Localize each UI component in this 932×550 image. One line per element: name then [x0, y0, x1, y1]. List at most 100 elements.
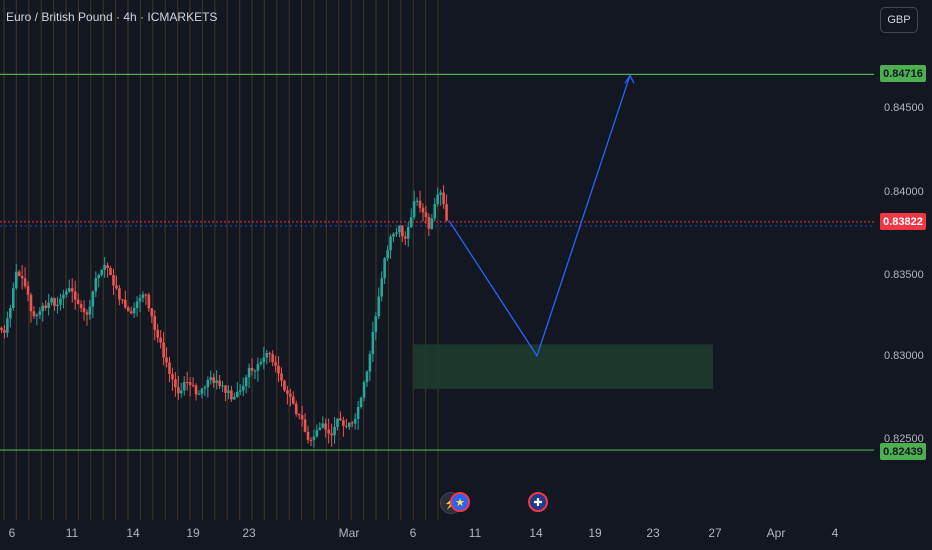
candle-body	[312, 436, 316, 440]
candle-body	[253, 370, 257, 372]
candle-body	[168, 362, 171, 374]
level-lines	[0, 73, 874, 451]
candle-body	[386, 250, 389, 259]
candle-body	[365, 371, 369, 383]
candle-body	[321, 423, 325, 428]
session-stripes	[3, 0, 439, 520]
candle-body	[159, 337, 162, 343]
candle-body	[359, 397, 363, 407]
candle-body	[100, 269, 104, 275]
candle-body	[112, 275, 115, 286]
candle-body	[115, 285, 118, 289]
candle-body	[82, 308, 86, 313]
candle-body	[412, 201, 416, 218]
candle-body	[259, 362, 263, 365]
candle-body	[392, 233, 395, 237]
candle-body	[9, 308, 12, 319]
candle-body	[324, 423, 328, 430]
candle-body	[436, 194, 440, 205]
x-tick-label: 23	[646, 526, 660, 540]
candle-body	[362, 382, 366, 398]
candle-body	[35, 314, 39, 317]
candle-body	[209, 377, 213, 380]
demand-zone-group	[414, 344, 713, 389]
candle-body	[206, 379, 210, 388]
candle-body	[44, 305, 48, 308]
candle-body	[430, 218, 434, 229]
candle-body	[271, 354, 274, 363]
candle-body	[129, 311, 133, 314]
x-tick-label: 11	[468, 526, 482, 540]
candle-body	[79, 304, 83, 308]
candle-body	[123, 299, 127, 308]
candle-body	[65, 291, 68, 295]
candle-body	[303, 419, 307, 432]
candle-body	[179, 390, 183, 394]
x-tick-label: 27	[708, 526, 722, 540]
candle-body	[380, 278, 384, 297]
candle-body	[424, 212, 428, 218]
current-price-label[interactable]: 0.83822	[880, 213, 926, 230]
candle-body	[215, 380, 218, 383]
demand-zone	[414, 344, 713, 389]
candle-body	[141, 294, 145, 299]
x-tick-label: 6	[409, 526, 417, 540]
x-tick-label: 11	[65, 526, 79, 540]
candle-body	[327, 429, 330, 434]
candle-body	[197, 393, 201, 395]
x-tick-label: 4	[831, 526, 839, 540]
y-tick-label: 0.82500	[884, 433, 924, 445]
candle-body	[342, 420, 345, 426]
candle-body	[418, 200, 422, 208]
uk-flag-event-icon[interactable]: ✚	[528, 492, 548, 512]
candle-body	[409, 217, 413, 228]
candle-body	[88, 306, 92, 315]
candle-body	[32, 311, 36, 317]
x-tick-label: 19	[588, 526, 602, 540]
candle-body	[427, 217, 431, 229]
candle-body	[14, 271, 18, 289]
candle-body	[297, 413, 301, 416]
eu-flag-event-icon[interactable]: ★	[450, 492, 470, 512]
candle-body	[247, 367, 251, 378]
candle-body	[318, 427, 322, 431]
candle-body	[126, 307, 130, 312]
candle-body	[177, 387, 180, 394]
currency-button[interactable]: GBP	[880, 7, 918, 33]
candle-body	[306, 431, 310, 440]
candle-body	[156, 329, 160, 338]
candle-body	[185, 381, 189, 383]
candle-body	[3, 330, 6, 333]
y-tick-label: 0.84000	[884, 186, 924, 198]
candle-body	[144, 294, 148, 296]
candle-body	[109, 268, 112, 275]
candle-body	[218, 380, 221, 387]
x-tick-label: Apr	[766, 526, 786, 540]
candle-body	[41, 305, 45, 312]
candle-body	[194, 385, 198, 395]
symbol-title[interactable]: Euro / British Pound · 4h · ICMARKETS	[6, 10, 218, 24]
candle-body	[389, 236, 392, 251]
candle-body	[138, 298, 142, 302]
candle-body	[294, 403, 298, 414]
candle-body	[70, 288, 74, 292]
support-price-label[interactable]: 0.82439	[880, 443, 926, 460]
candle-body	[250, 367, 254, 371]
resistance-price-label[interactable]: 0.84716	[880, 65, 926, 82]
candle-body	[0, 327, 3, 331]
y-tick-label: 0.83000	[884, 350, 924, 362]
candle-body	[203, 387, 207, 389]
candle-body	[224, 385, 227, 393]
candle-body	[62, 294, 65, 299]
candle-body	[53, 298, 56, 306]
x-tick-label: 14	[126, 526, 140, 540]
candle-body	[256, 364, 260, 371]
candle-body	[398, 225, 401, 233]
candles-group	[0, 185, 448, 448]
candle-body	[286, 390, 289, 394]
candle-body	[191, 384, 195, 386]
projection-arrowhead	[624, 74, 635, 84]
candle-body	[171, 374, 174, 380]
